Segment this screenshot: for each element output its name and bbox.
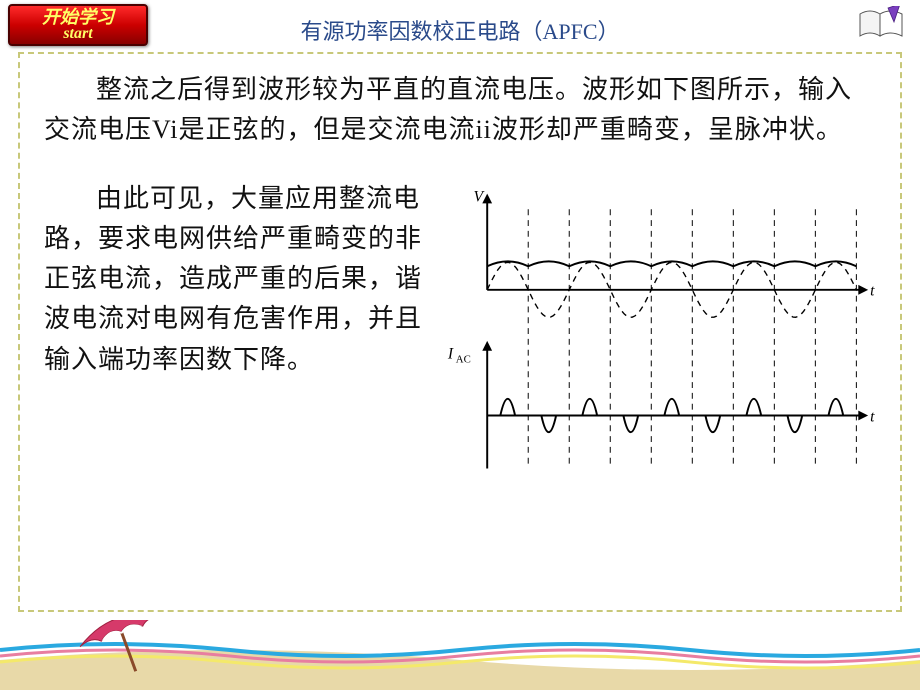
- header-bar: 开始学习 start 有源功率因数校正电路（APFC）: [0, 0, 920, 50]
- content-frame: 整流之后得到波形较为平直的直流电压。波形如下图所示，输入交流电压Vi是正弦的，但…: [18, 52, 902, 612]
- paragraph-1: 整流之后得到波形较为平直的直流电压。波形如下图所示，输入交流电压Vi是正弦的，但…: [44, 70, 876, 151]
- waveform-chart: VtIACt: [444, 179, 876, 489]
- content-row-2: 由此可见，大量应用整流电路，要求电网供给严重畸变的非正弦电流，造成严重的后果，谐…: [44, 179, 876, 489]
- svg-text:t: t: [870, 282, 875, 299]
- book-icon: [858, 6, 904, 42]
- svg-text:I: I: [447, 345, 454, 362]
- footer-decoration: [0, 620, 920, 690]
- svg-text:AC: AC: [456, 353, 471, 365]
- page-title: 有源功率因数校正电路（APFC）: [0, 14, 920, 46]
- svg-text:t: t: [870, 408, 875, 425]
- paragraph-2: 由此可见，大量应用整流电路，要求电网供给严重畸变的非正弦电流，造成严重的后果，谐…: [44, 179, 434, 380]
